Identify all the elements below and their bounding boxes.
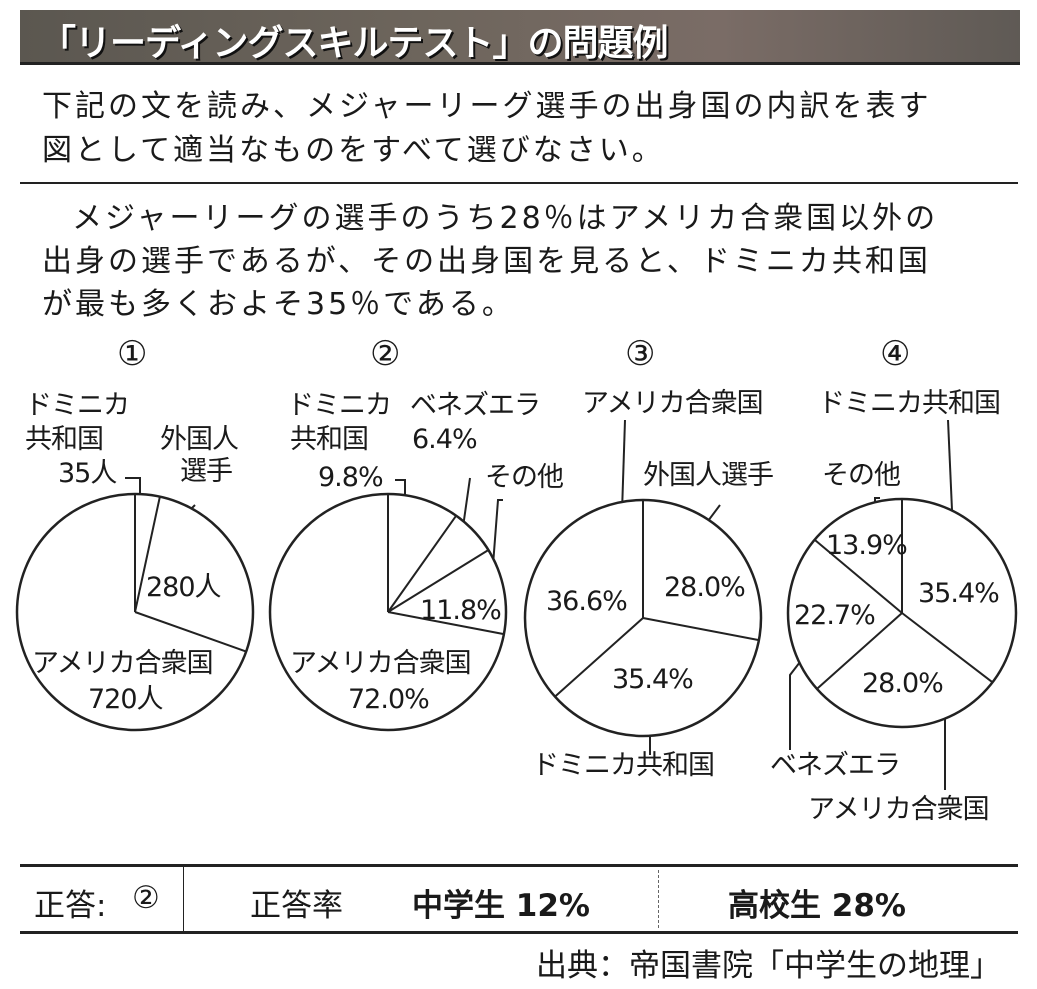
pie-1-number: ① <box>117 334 148 374</box>
pie-3-slice-boundary <box>554 617 644 698</box>
pie-1-slice-boundary <box>134 496 161 613</box>
label: ドミニカ <box>25 390 130 421</box>
label: ドミニカ <box>287 390 392 421</box>
passage-line-1: メジャーリーグの選手のうち28％はアメリカ合衆国以外の <box>72 201 939 236</box>
label: ドミニカ共和国 <box>818 388 1001 419</box>
value-label: 22.7% <box>794 600 876 631</box>
value-label: 35.4% <box>612 664 694 695</box>
value-label: 35人 <box>58 458 117 489</box>
label: アメリカ合衆国 <box>290 648 472 679</box>
label: アメリカ合衆国 <box>32 648 214 679</box>
label: 共和国 <box>25 424 104 455</box>
leader-line <box>621 419 626 513</box>
leader-line <box>947 419 953 511</box>
label: アメリカ合衆国 <box>808 794 990 825</box>
label: その他 <box>485 462 564 493</box>
label: 共和国 <box>290 424 369 455</box>
passage-line-2: 出身の選手であるが、その出身国を見ると、ドミニカ共和国 <box>42 244 931 279</box>
value-label: 28.0% <box>664 572 746 603</box>
pie-4-number: ④ <box>880 334 911 374</box>
label: その他 <box>822 460 901 491</box>
leader-line <box>789 661 801 750</box>
source-credit: 出典：帝国書院「中学生の地理」 <box>536 948 1001 984</box>
value-label: 36.6% <box>546 586 628 617</box>
label: 外国人 <box>160 424 239 455</box>
footer-bottom-rule <box>20 931 1018 934</box>
pie-1-slice-boundary <box>134 611 247 653</box>
value-label: 280人 <box>146 572 222 603</box>
pie-2-slice-boundary <box>387 515 457 613</box>
value-label: 6.4% <box>412 424 478 455</box>
middle-school-rate: 中学生 12% <box>412 888 590 924</box>
footer-dashed-divider <box>658 870 659 928</box>
divider <box>20 182 1018 184</box>
answer-label: 正答: <box>34 888 107 924</box>
label: ベネズエラ <box>410 390 541 421</box>
value-label: 35.4% <box>918 578 1000 609</box>
value-label: 720人 <box>88 684 164 715</box>
pie-4-slice-boundary <box>901 612 994 684</box>
label: 外国人選手 <box>643 460 774 491</box>
value-label: 13.9% <box>826 530 908 561</box>
value-label: 9.8% <box>318 462 384 493</box>
pie-2-number: ② <box>370 334 401 374</box>
value-label: 72.0% <box>348 684 430 715</box>
label: ベネズエラ <box>770 750 901 781</box>
value-label: 11.8% <box>420 595 502 626</box>
question-line-1: 下記の文を読み、メジャーリーグ選手の出身国の内訳を表す <box>42 89 932 124</box>
page-title: 「リーディングスキルテスト」の問題例 <box>40 23 668 64</box>
answer-value: ② <box>132 880 160 916</box>
pie-2-slice-boundary <box>387 549 489 613</box>
label: ドミニカ共和国 <box>532 750 715 781</box>
pie-3-number: ③ <box>625 334 656 374</box>
passage-line-3: が最も多くおよそ35％である。 <box>42 287 515 322</box>
title-banner: 「リーディングスキルテスト」の問題例 <box>20 10 1020 65</box>
label: アメリカ合衆国 <box>582 388 764 419</box>
pie-3-slice-boundary <box>642 617 760 642</box>
footer-top-rule <box>20 864 1018 867</box>
label: 選手 <box>180 456 233 487</box>
pie-4-slice-boundary <box>813 539 903 614</box>
value-label: 28.0% <box>862 668 944 699</box>
pie-4-slice-boundary <box>816 612 903 690</box>
pie-2-slice-boundary <box>387 611 505 636</box>
high-school-rate: 高校生 28% <box>728 888 906 924</box>
rate-label: 正答率 <box>250 888 343 924</box>
footer-divider <box>183 867 184 931</box>
question-line-2: 図として適当なものをすべて選びなさい。 <box>42 133 665 168</box>
leader-line <box>491 499 503 579</box>
